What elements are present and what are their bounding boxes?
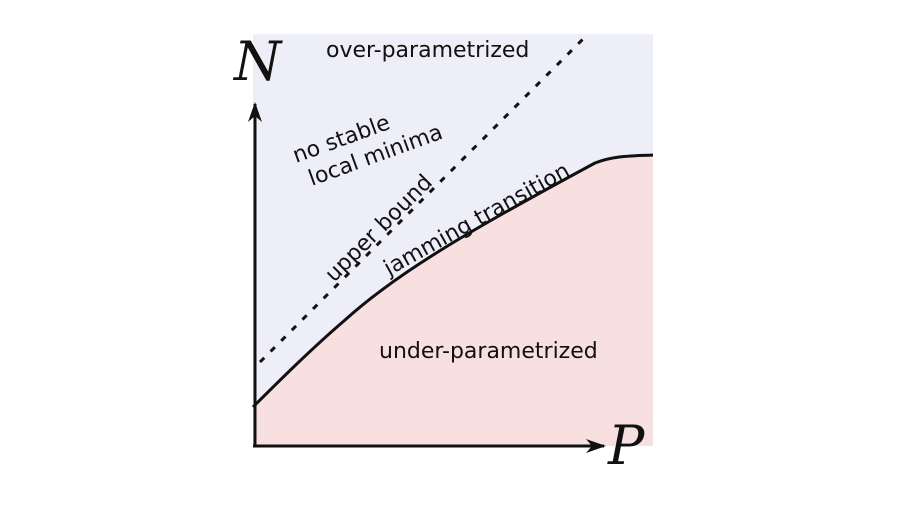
over-parametrized-label: over-parametrized (326, 38, 529, 63)
under-parametrized-region (253, 155, 653, 446)
under-parametrized-label: under-parametrized (379, 339, 598, 364)
x-axis-label: P (607, 414, 646, 477)
jamming-transition-curve (251, 153, 654, 409)
upper-bound-line (258, 32, 590, 364)
y-axis-label: N (232, 30, 283, 93)
